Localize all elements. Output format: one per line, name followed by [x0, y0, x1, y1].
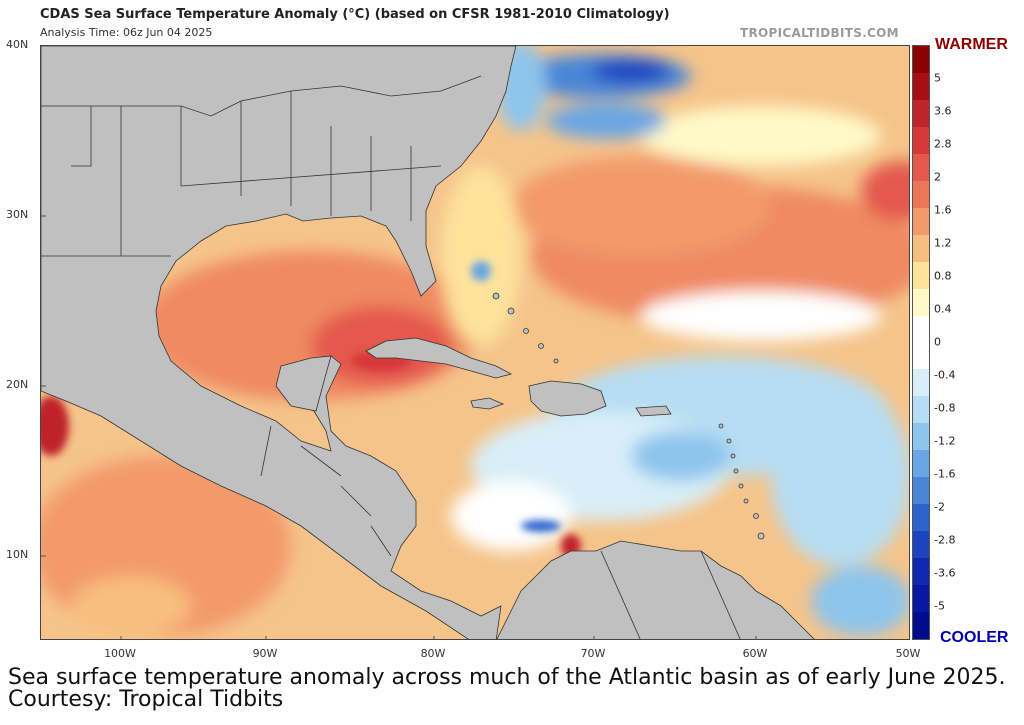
lon-label-60w: 60W — [742, 647, 768, 660]
graticule — [41, 215, 757, 639]
colorbar-segment — [913, 477, 929, 505]
colorbar-segment — [913, 99, 929, 128]
colorbar-tick-label: 1.2 — [934, 236, 952, 250]
colorbar-segment — [913, 423, 929, 451]
cuba-island — [365, 337, 513, 379]
colorbar-segment — [913, 369, 929, 397]
colorbar-segment — [913, 46, 929, 74]
yucatan-peninsula — [275, 355, 332, 412]
colorbar-tick-label: -0.4 — [934, 368, 956, 382]
jamaica-island — [470, 397, 505, 410]
colorbar-tick-label: 2 — [934, 170, 941, 184]
lat-label-20n: 20N — [6, 378, 29, 391]
land — [41, 46, 815, 639]
colorbar-tick-label: 3.6 — [934, 104, 952, 118]
lon-label-50w: 50W — [895, 647, 921, 660]
colorbar-segment — [913, 126, 929, 155]
colorbar-tick-label: -1.2 — [934, 434, 956, 448]
colorbar-tick-label: 0.4 — [934, 302, 952, 316]
colorbar-segment — [913, 558, 929, 586]
political-borders — [41, 75, 741, 639]
colorbar-tick-label: 5 — [934, 71, 941, 85]
colorbar-segment — [913, 342, 929, 370]
map-canvas — [41, 46, 909, 639]
colorbar-segment — [913, 72, 929, 101]
colorbar-segment — [913, 153, 929, 182]
hispaniola-island — [528, 380, 607, 417]
lon-label-100w: 100W — [104, 647, 136, 660]
lat-label-30n: 30N — [6, 208, 29, 221]
source-credit: TROPICALTIDBITS.COM — [740, 26, 899, 40]
colorbar-segment — [913, 261, 929, 290]
colorbar-tick-label: 1.6 — [934, 203, 952, 217]
map-title: CDAS Sea Surface Temperature Anomaly (°C… — [40, 7, 670, 22]
colorbar-segment — [913, 531, 929, 559]
colorbar-segment — [913, 288, 929, 317]
puerto-rico-island — [635, 405, 672, 417]
lat-label-10n: 10N — [6, 548, 29, 561]
south-america-landmass — [496, 540, 815, 639]
colorbar-tick-label: -3.6 — [934, 566, 956, 580]
colorbar-segment — [913, 180, 929, 209]
colorbar-tick-label: 0.8 — [934, 269, 952, 283]
colorbar-segment — [913, 450, 929, 478]
colorbar — [912, 45, 930, 640]
colorbar-tick-label: 0 — [934, 335, 941, 349]
colorbar-segment — [913, 315, 929, 343]
lon-label-70w: 70W — [580, 647, 606, 660]
colorbar-tick-label: -1.6 — [934, 467, 956, 481]
lat-label-40n: 40N — [6, 38, 29, 51]
colorbar-warmer-label: WARMER — [935, 36, 1008, 53]
colorbar-segment — [913, 585, 929, 613]
analysis-time: Analysis Time: 06z Jun 04 2025 — [40, 26, 213, 39]
colorbar-segment — [913, 396, 929, 424]
colorbar-tick-label: 2.8 — [934, 137, 952, 151]
colorbar-segment — [913, 612, 929, 640]
colorbar-tick-label: -2.8 — [934, 533, 956, 547]
colorbar-tick-label: -2 — [934, 500, 945, 514]
colorbar-segment — [913, 207, 929, 236]
north-america-landmass — [41, 46, 517, 639]
colorbar-segment — [913, 234, 929, 263]
lon-label-80w: 80W — [420, 647, 446, 660]
colorbar-tick-label: -0.8 — [934, 401, 956, 415]
colorbar-cooler-label: COOLER — [940, 629, 1009, 646]
colorbar-segment — [913, 504, 929, 532]
caption: Sea surface temperature anomaly across m… — [8, 665, 1006, 712]
lon-label-90w: 90W — [252, 647, 278, 660]
sst-anomaly-map — [40, 45, 910, 640]
colorbar-tick-label: -5 — [934, 599, 945, 613]
